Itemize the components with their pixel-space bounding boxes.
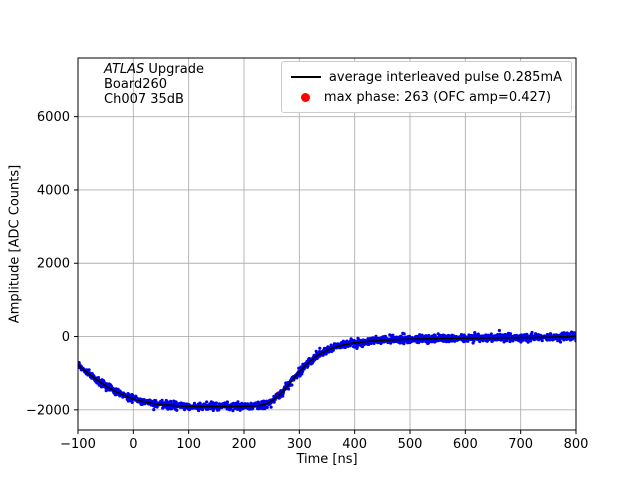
x-tick-label: 200 bbox=[232, 437, 257, 452]
x-tick-label: 600 bbox=[453, 437, 478, 452]
annotation-board: Board260 bbox=[104, 77, 168, 92]
legend: average interleaved pulse 0.285mA max ph… bbox=[280, 61, 572, 113]
x-tick-label: 700 bbox=[508, 437, 533, 452]
legend-item-pulse: average interleaved pulse 0.285mA bbox=[290, 67, 562, 87]
line-marker-icon bbox=[290, 76, 321, 78]
gridlines bbox=[77, 58, 577, 430]
x-tick-label: 800 bbox=[564, 437, 589, 452]
x-tick-label: 0 bbox=[129, 437, 137, 452]
legend-item-maxphase: max phase: 263 (OFC amp=0.427) bbox=[291, 87, 562, 107]
plot-annotation: ATLAS Upgrade Board260 Ch007 35dB bbox=[104, 62, 204, 107]
tick-marks bbox=[74, 116, 577, 434]
legend-label-maxphase: max phase: 263 (OFC amp=0.427) bbox=[323, 89, 552, 105]
y-tick-label: 4000 bbox=[37, 183, 70, 198]
annotation-channel: Ch007 35dB bbox=[104, 92, 184, 107]
plot-frame bbox=[77, 57, 577, 431]
x-tick-label: 500 bbox=[398, 437, 423, 452]
plot-data bbox=[78, 328, 576, 413]
y-tick-label: 0 bbox=[62, 330, 70, 345]
y-tick-labels: −2000 0 2000 4000 6000 bbox=[26, 110, 70, 418]
legend-label-pulse: average interleaved pulse 0.285mA bbox=[328, 69, 562, 85]
annotation-line-title: ATLAS Upgrade bbox=[104, 62, 204, 77]
y-axis-label: Amplitude [ADC Counts] bbox=[7, 164, 23, 324]
scatter-points bbox=[78, 328, 576, 413]
annotation-upgrade: Upgrade bbox=[144, 62, 204, 77]
x-tick-label: −100 bbox=[60, 437, 96, 452]
annotation-experiment: ATLAS bbox=[104, 62, 145, 77]
y-tick-label: 6000 bbox=[37, 110, 70, 125]
y-tick-label: −2000 bbox=[26, 403, 70, 418]
x-tick-label: 100 bbox=[176, 437, 201, 452]
x-tick-label: 300 bbox=[287, 437, 312, 452]
x-tick-labels: −100 0 100 200 300 400 500 600 700 800 bbox=[60, 437, 588, 452]
y-tick-label: 2000 bbox=[37, 257, 70, 272]
x-axis-label: Time [ns] bbox=[296, 452, 358, 467]
x-tick-label: 400 bbox=[342, 437, 367, 452]
dot-marker-icon bbox=[300, 92, 310, 102]
average-pulse-line bbox=[78, 335, 576, 408]
